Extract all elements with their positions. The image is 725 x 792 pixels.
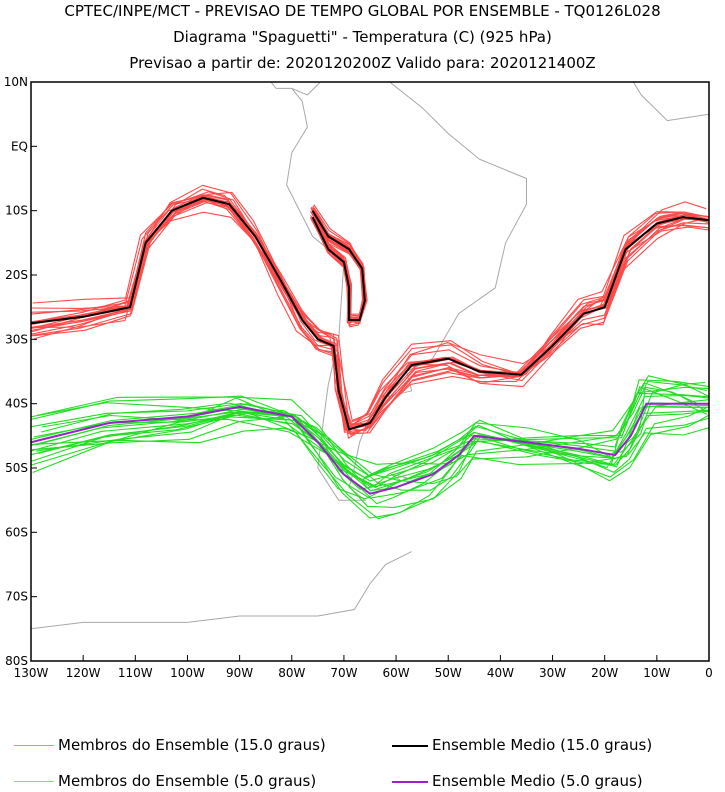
member-5-line-18 bbox=[31, 402, 700, 499]
x-tick-label: 100W bbox=[170, 666, 205, 680]
x-tick-label: 10W bbox=[643, 666, 670, 680]
mean-line-1 bbox=[311, 210, 366, 321]
member-15-andes-line-17 bbox=[310, 204, 364, 328]
member-15-line-11 bbox=[31, 200, 707, 429]
x-tick-label: 70W bbox=[330, 666, 357, 680]
map-plot: 130W 120W 110W 100W 90W 80W 70W 60W 50W 40W 30W 20W… bbox=[4, 75, 713, 680]
member-5-line-19 bbox=[38, 409, 709, 477]
y-tick-label: 80S bbox=[5, 654, 28, 668]
legend-swatch-black bbox=[392, 745, 428, 747]
x-tick-label: 130W bbox=[14, 666, 49, 680]
x-tick-label: 60W bbox=[383, 666, 410, 680]
legend-label-mean-15: Ensemble Medio (15.0 graus) bbox=[432, 736, 653, 754]
y-tick-label: EQ bbox=[11, 139, 28, 153]
mean-line-2 bbox=[31, 402, 709, 495]
member-15-line-9 bbox=[31, 194, 706, 432]
legend-swatch-red bbox=[14, 745, 54, 746]
member-5-line-13 bbox=[31, 375, 709, 508]
x-tick-label: 30W bbox=[539, 666, 566, 680]
member-15-line-18 bbox=[35, 196, 709, 422]
chart-title: CPTEC/INPE/MCT - PREVISAO DE TEMPO GLOBA… bbox=[64, 2, 661, 20]
coastline-1 bbox=[31, 551, 412, 630]
x-tick-label: 20W bbox=[591, 666, 618, 680]
member-15-line-17 bbox=[31, 188, 706, 428]
y-tick-label: 20S bbox=[5, 268, 28, 282]
legend-swatch-purple bbox=[392, 781, 428, 783]
x-tick-label: 90W bbox=[226, 666, 253, 680]
legend-swatch-green bbox=[14, 781, 54, 782]
chart-subtitle-dates: Previsao a partir de: 2020120200Z Valido… bbox=[129, 54, 596, 72]
member-5-line-4 bbox=[36, 379, 709, 520]
member-5-line-17 bbox=[31, 410, 709, 482]
legend-label-mean-5: Ensemble Medio (5.0 graus) bbox=[432, 772, 643, 790]
y-tick-label: 40S bbox=[5, 397, 28, 411]
x-tick-label: 110W bbox=[118, 666, 153, 680]
x-tick-label: 120W bbox=[66, 666, 101, 680]
plot-frame bbox=[30, 81, 710, 662]
y-tick-label: 50S bbox=[5, 461, 28, 475]
legend-label-members-15: Membros do Ensemble (15.0 graus) bbox=[58, 736, 326, 754]
mean-line-0 bbox=[31, 196, 709, 431]
y-tick-label: 10N bbox=[4, 75, 28, 89]
member-5-line-16 bbox=[31, 410, 709, 482]
member-5-line-3 bbox=[41, 392, 709, 505]
y-tick-label: 30S bbox=[5, 332, 28, 346]
y-tick-label: 10S bbox=[5, 204, 28, 218]
member-5-line-9 bbox=[31, 406, 708, 481]
y-tick-label: 70S bbox=[5, 590, 28, 604]
member-15-line-12 bbox=[32, 198, 709, 434]
chart-subtitle: Diagrama "Spaguetti" - Temperatura (C) (… bbox=[173, 28, 552, 46]
x-tick-label: 0 bbox=[705, 666, 713, 680]
member-15-line-19 bbox=[32, 211, 709, 436]
member-15-line-7 bbox=[31, 195, 707, 429]
y-tick-label: 60S bbox=[5, 525, 28, 539]
coastline-2 bbox=[632, 82, 709, 122]
x-tick-label: 50W bbox=[435, 666, 462, 680]
legend-label-members-5: Membros do Ensemble (5.0 graus) bbox=[58, 772, 317, 790]
member-5-line-14 bbox=[32, 396, 709, 492]
x-tick-label: 40W bbox=[487, 666, 514, 680]
member-5-line-6 bbox=[37, 399, 709, 489]
x-tick-label: 80W bbox=[278, 666, 305, 680]
member-15-line-0 bbox=[33, 198, 709, 430]
